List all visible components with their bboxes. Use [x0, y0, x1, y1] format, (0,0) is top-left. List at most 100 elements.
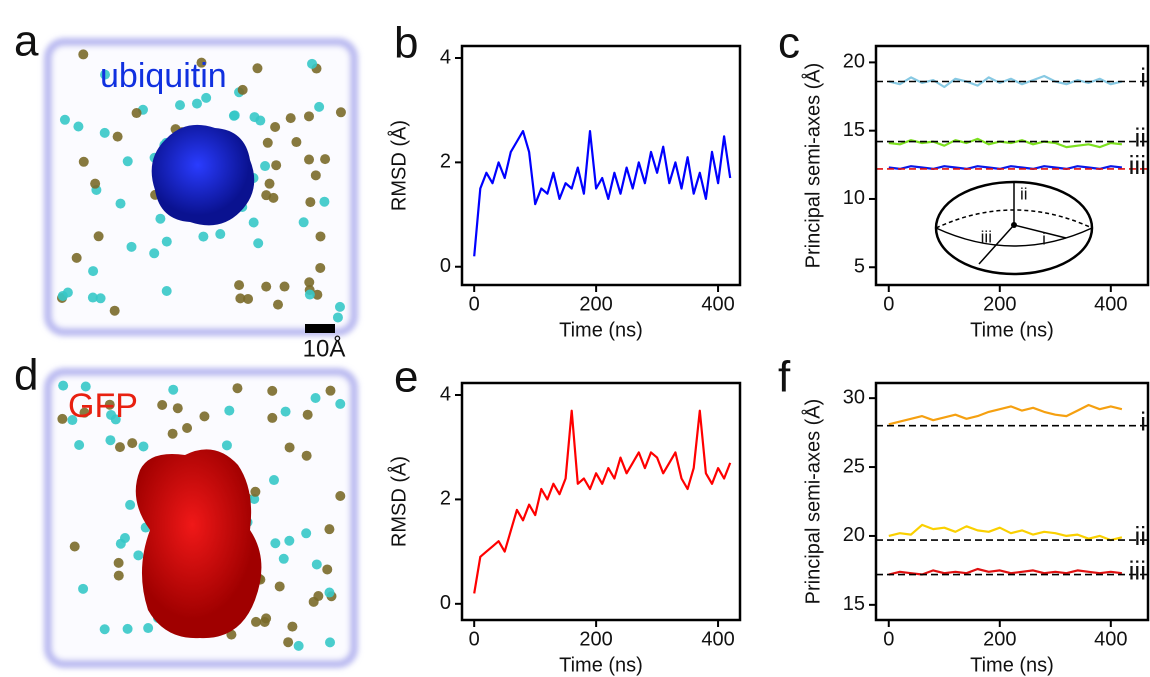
- ion: [62, 287, 73, 298]
- x-tick-label: 200: [983, 293, 1016, 315]
- series-line: [888, 523, 1123, 542]
- ion: [229, 110, 240, 121]
- gfp-surface: [135, 449, 262, 639]
- ion: [191, 98, 202, 109]
- panel-label: d: [14, 351, 38, 400]
- ion: [262, 137, 273, 148]
- ion: [161, 236, 172, 247]
- ion: [93, 231, 104, 242]
- ion: [312, 289, 323, 300]
- ion: [301, 450, 312, 461]
- panel-label: c: [778, 19, 800, 68]
- ion: [74, 439, 85, 450]
- ion: [301, 528, 312, 539]
- y-tick-label: 4: [440, 46, 451, 68]
- ion: [261, 281, 272, 292]
- ion: [304, 277, 315, 288]
- ion: [232, 383, 243, 394]
- ion: [308, 596, 319, 607]
- ion: [114, 442, 125, 453]
- ion: [287, 621, 298, 632]
- plot-frame: [460, 44, 742, 287]
- ion: [264, 178, 275, 189]
- ion: [319, 196, 330, 207]
- ion: [109, 305, 120, 316]
- ion: [133, 550, 144, 561]
- ion: [320, 154, 331, 165]
- ion: [69, 541, 80, 552]
- ion: [125, 499, 136, 510]
- ion: [79, 407, 90, 418]
- ion: [168, 384, 179, 395]
- ion: [283, 637, 294, 648]
- ion: [310, 170, 321, 181]
- ion: [138, 441, 149, 452]
- molecule-label: ubiquitin: [100, 57, 227, 95]
- ion: [237, 84, 248, 95]
- ion: [131, 108, 142, 119]
- inset-axis: [1013, 224, 1067, 239]
- ion: [113, 570, 124, 581]
- ion: [260, 161, 271, 172]
- ion: [105, 435, 116, 446]
- ion: [285, 113, 296, 124]
- ion: [278, 553, 289, 564]
- series-line: [888, 567, 1123, 576]
- series-line: [473, 409, 732, 594]
- ion: [67, 415, 78, 426]
- ion: [334, 301, 345, 312]
- ion: [167, 428, 178, 439]
- inset-center: [1011, 222, 1017, 228]
- ion: [324, 587, 335, 598]
- ion: [196, 57, 207, 68]
- x-axis-title: Time (ns): [970, 654, 1054, 676]
- x-axis-title: Time (ns): [559, 654, 643, 676]
- ion: [143, 623, 154, 634]
- x-tick-label: 400: [1094, 293, 1127, 315]
- ion: [221, 440, 232, 451]
- ion: [157, 399, 168, 410]
- ion: [325, 385, 336, 396]
- y-tick-label: 30: [843, 386, 865, 408]
- ion: [272, 299, 283, 310]
- scale-bar: [305, 324, 335, 333]
- ion: [78, 156, 89, 167]
- ion: [106, 409, 117, 420]
- ion: [215, 229, 226, 240]
- ion: [90, 178, 101, 189]
- ion: [269, 475, 280, 486]
- ion: [267, 385, 278, 396]
- ion: [251, 616, 262, 627]
- ion: [95, 293, 106, 304]
- y-tick-label: 4: [440, 383, 451, 405]
- ion: [80, 381, 91, 392]
- ion: [78, 583, 89, 594]
- x-axis-title: Time (ns): [559, 319, 643, 341]
- ion: [182, 423, 193, 434]
- reference-label: iii: [1129, 555, 1146, 585]
- ion: [298, 217, 309, 228]
- ion: [280, 406, 291, 417]
- ion: [58, 380, 69, 391]
- ion: [73, 121, 84, 132]
- ion: [315, 231, 326, 242]
- ion: [303, 111, 314, 122]
- ion: [284, 535, 295, 546]
- ion: [274, 581, 285, 592]
- x-tick-label: 200: [983, 628, 1016, 650]
- y-tick-label: 25: [843, 455, 865, 477]
- panel-label: b: [394, 19, 418, 68]
- ion: [243, 293, 254, 304]
- ion: [127, 438, 138, 449]
- x-tick-label: 0: [469, 628, 480, 650]
- reference-label: i: [1140, 62, 1146, 92]
- panel-label: a: [14, 17, 39, 66]
- ion: [310, 392, 321, 403]
- ion: [155, 213, 166, 224]
- ion: [87, 292, 98, 303]
- ion: [325, 637, 336, 648]
- ion: [113, 557, 124, 568]
- ion: [59, 114, 70, 125]
- ion: [335, 107, 346, 118]
